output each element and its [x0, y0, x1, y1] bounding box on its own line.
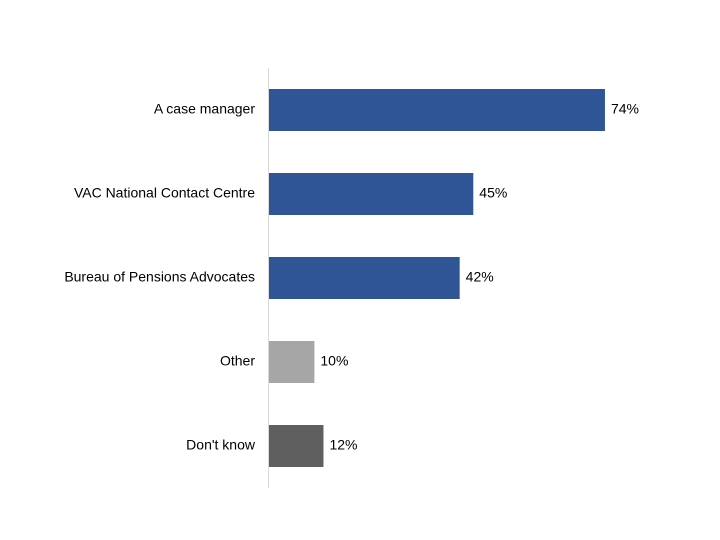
value-label: 12%: [329, 437, 357, 453]
bar: [269, 425, 324, 467]
value-label: 42%: [466, 269, 494, 285]
value-label: 45%: [479, 185, 507, 201]
category-label: A case manager: [154, 101, 256, 117]
bar: [269, 89, 605, 131]
bar: [269, 341, 315, 383]
bar: [269, 173, 474, 215]
bar: [269, 257, 460, 299]
value-label: 74%: [611, 101, 639, 117]
value-label: 10%: [320, 353, 348, 369]
category-label: VAC National Contact Centre: [74, 185, 255, 201]
category-label: Bureau of Pensions Advocates: [64, 269, 255, 285]
category-label: Other: [220, 353, 255, 369]
category-label: Don't know: [186, 437, 256, 453]
